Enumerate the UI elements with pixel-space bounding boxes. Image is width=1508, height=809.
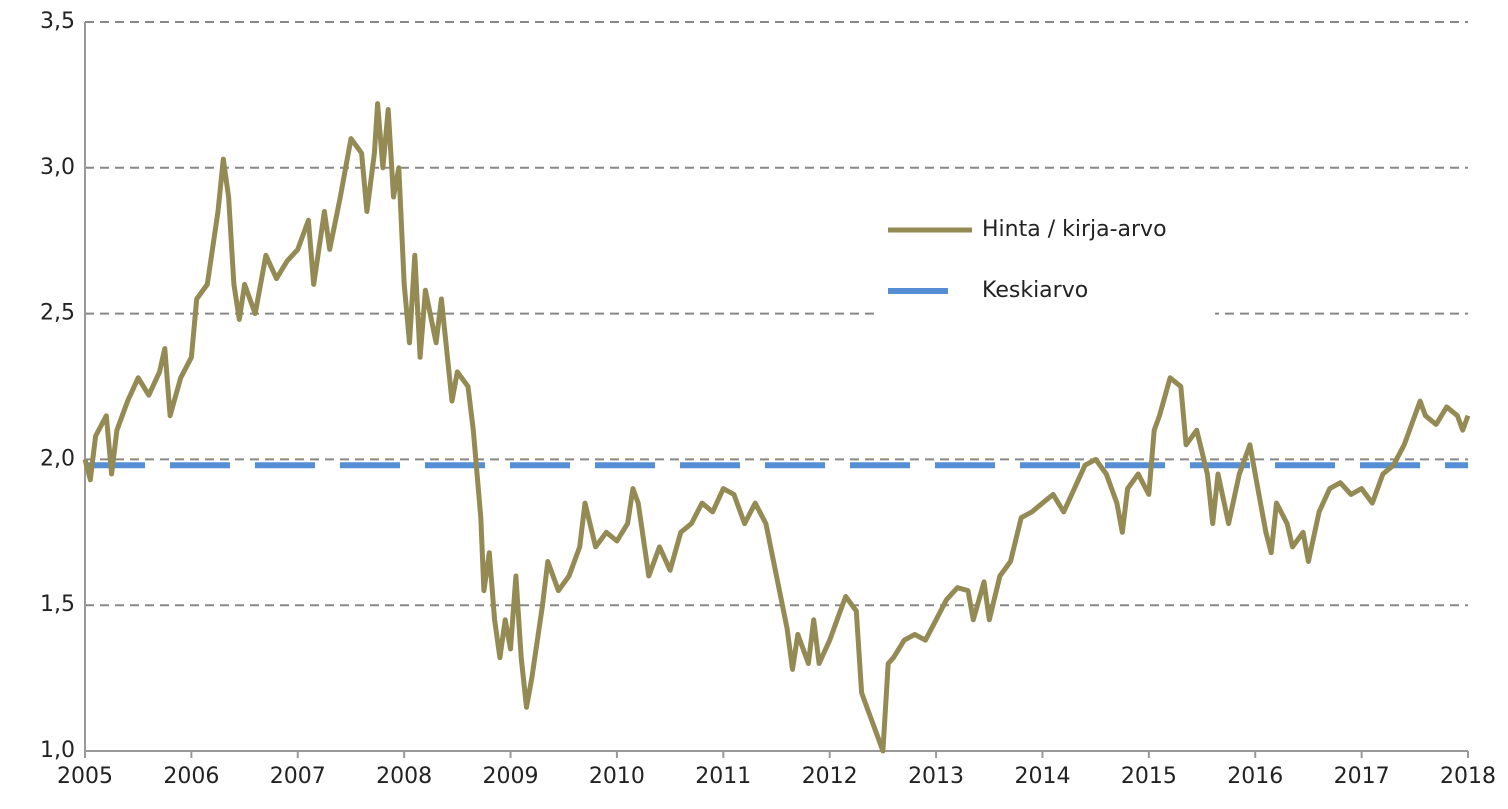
x-tick-label: 2007	[270, 764, 326, 789]
x-tick-label: 2005	[57, 764, 113, 789]
x-tick-label: 2009	[483, 764, 539, 789]
x-tick-label: 2006	[163, 764, 219, 789]
x-tick-label: 2011	[695, 764, 751, 789]
legend-box	[875, 200, 1215, 325]
y-tick-label: 2,0	[40, 446, 75, 471]
y-tick-label: 1,0	[40, 738, 75, 763]
x-tick-label: 2016	[1227, 764, 1283, 789]
x-tick-label: 2017	[1334, 764, 1390, 789]
y-tick-label: 3,0	[40, 155, 75, 180]
y-tick-label: 1,5	[40, 592, 75, 617]
x-tick-label: 2013	[908, 764, 964, 789]
x-tick-label: 2018	[1440, 764, 1496, 789]
x-tick-label: 2008	[376, 764, 432, 789]
legend-label: Keskiarvo	[982, 278, 1088, 303]
y-tick-label: 3,5	[40, 9, 75, 34]
x-tick-label: 2010	[589, 764, 645, 789]
series-line	[82, 101, 1471, 754]
x-tick-label: 2015	[1121, 764, 1177, 789]
legend-label: Hinta / kirja-arvo	[982, 217, 1167, 242]
y-tick-label: 2,5	[40, 301, 75, 326]
x-tick-label: 2014	[1014, 764, 1070, 789]
x-tick-label: 2012	[802, 764, 858, 789]
